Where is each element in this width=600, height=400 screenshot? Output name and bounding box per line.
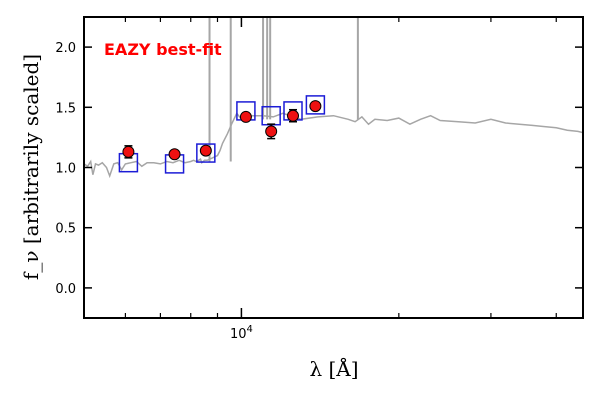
x-axis-label: λ [Å] [309,356,358,381]
observed-photometry-point [309,100,322,113]
observed-photometry-point [239,110,252,123]
annotation-label: EAZY best-fit [104,40,222,59]
y-tick-label: 0.0 [55,282,76,297]
model-layer [84,111,583,179]
observed-photometry-point [199,144,212,157]
x-tick-label: 104 [230,324,253,342]
axes-layer: 0.0 0.5 1.0 1.5 2.0 104 [55,16,584,342]
model-photometry-marker [196,143,216,163]
model-photometry-layer [118,95,326,174]
observed-photometry-point [265,125,278,138]
y-tick-label: 2.0 [55,41,76,56]
observed-photometry-point [168,148,181,161]
y-tick-label: 0.5 [55,222,76,237]
y-axis-label: f_ν [arbitrarily scaled] [19,54,43,280]
plot-frame [83,16,584,319]
observed-photometry-point [122,145,135,158]
y-tick-label: 1.0 [55,162,76,177]
observed-photometry-layer [122,100,322,161]
model-photometry-marker [305,95,326,115]
observed-photometry-point [287,109,300,122]
model-spectrum-line [84,111,583,179]
emission-lines-layer [208,17,359,162]
y-tick-label: 1.5 [55,101,76,116]
